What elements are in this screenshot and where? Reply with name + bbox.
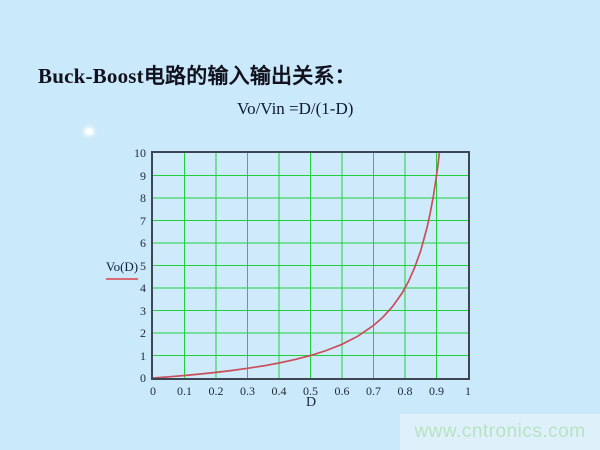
x-axis-label: D (305, 395, 317, 410)
y-tick-label: 0 (140, 371, 146, 385)
plot-area (151, 151, 470, 380)
legend-line-swatch (106, 278, 138, 280)
x-tick-label: 0 (150, 384, 156, 398)
y-tick-label: 4 (140, 281, 146, 295)
x-tick-label: 0.6 (334, 384, 350, 398)
x-tick-label: 0.3 (240, 384, 255, 398)
legend-label: Vo(D) (105, 259, 139, 274)
page-title: Buck-Boost电路的输入输出关系： (38, 64, 356, 88)
x-tick-label: 0.4 (271, 384, 287, 398)
watermark: www.cntronics.com (400, 414, 600, 450)
y-tick-label: 3 (140, 303, 146, 318)
watermark-text: www.cntronics.com (414, 421, 586, 442)
y-tick-label: 7 (140, 213, 146, 228)
y-tick-label: 8 (140, 191, 146, 205)
x-tick-label: 0.7 (366, 384, 381, 398)
chart-legend: Vo(D) (99, 259, 145, 280)
plot-svg (153, 153, 468, 378)
bullet-dot (85, 128, 93, 135)
x-tick-label: 0.9 (429, 384, 444, 398)
y-tick-label: 6 (140, 236, 146, 250)
x-tick-label: 0.8 (397, 384, 413, 398)
grid-lines (153, 153, 468, 378)
y-tick-label: 2 (140, 326, 146, 340)
formula-text: Vo/Vin =D/(1-D) (237, 99, 354, 118)
x-tick-label: 0.5 (303, 384, 318, 398)
x-tick-label: 1 (465, 384, 471, 398)
y-tick-label: 5 (140, 258, 146, 273)
curve-vo-d (153, 153, 441, 378)
x-tick-label: 0.1 (177, 384, 192, 398)
y-tick-label: 1 (140, 348, 146, 363)
y-tick-label: 9 (140, 168, 146, 183)
y-tick-label: 10 (134, 146, 146, 160)
x-tick-label: 0.2 (208, 384, 224, 398)
